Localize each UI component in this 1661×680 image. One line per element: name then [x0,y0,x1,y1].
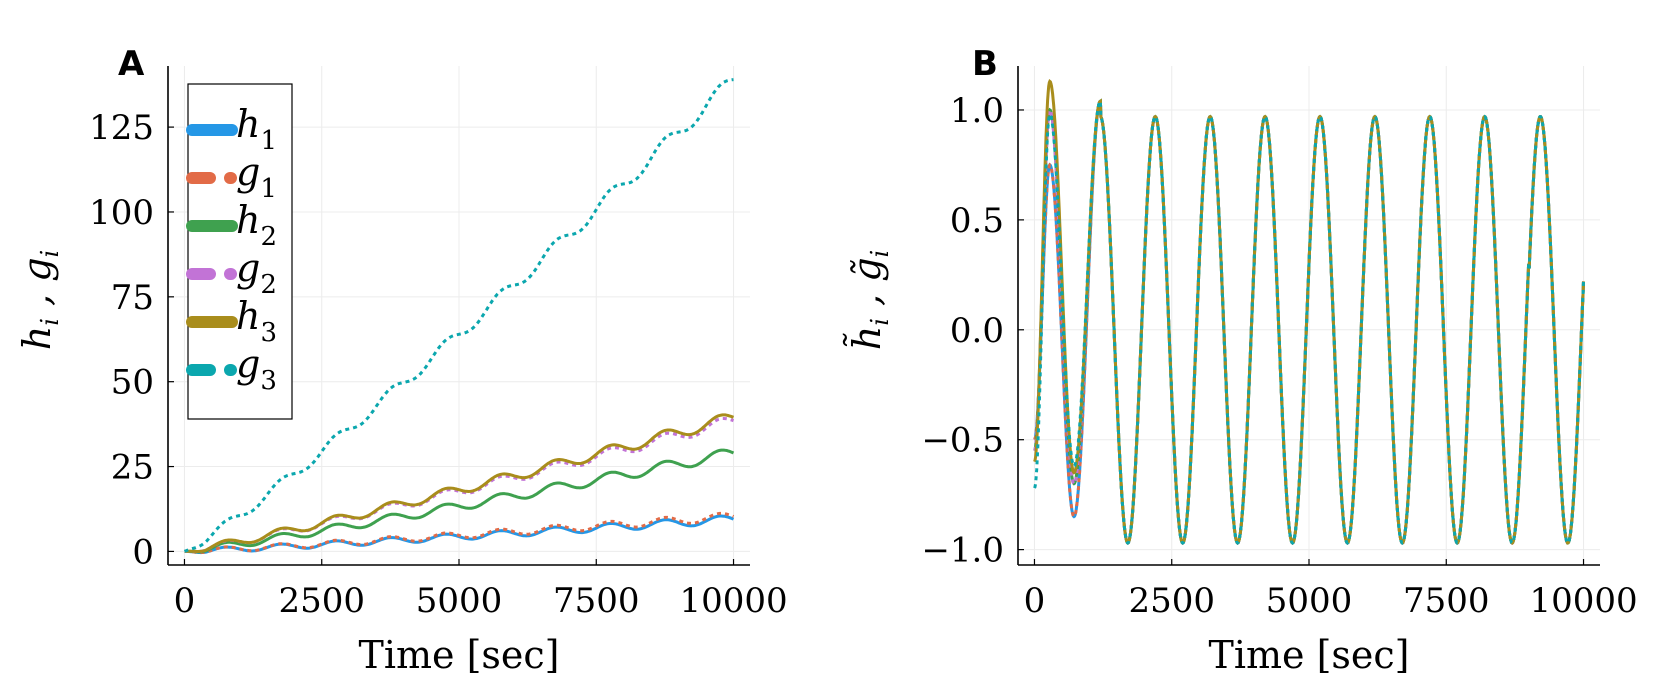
x-tick-label: 2500 [1128,581,1215,621]
x-tick-label: 0 [1024,581,1046,621]
series-line-b-g3 [1033,98,1585,545]
legend-label-main: g [236,246,260,290]
legend-label-main: h [236,102,260,146]
panel-letter-b: B [972,44,998,84]
y-axis-title-b: h̃i , g̃i [844,250,894,350]
grid-b [1018,66,1600,565]
ylab-b-main2: g̃ [845,257,889,281]
series-line-a-g3 [183,78,734,553]
x-tick-label: 10000 [679,581,787,621]
ylab-b-main1: h̃ [844,326,889,350]
series-b [1033,78,1585,545]
y-tick-label: 125 [89,108,154,148]
ylab-b-sub2: i [866,250,894,258]
ylab-b-sub1: i [866,318,894,326]
legend-item-h3: h3 [186,294,277,348]
x-tick-label: 2500 [278,581,365,621]
legend-label: h2 [236,198,277,252]
legend-label-sub: 3 [260,366,277,396]
ylab-a-sep: , [15,282,59,318]
x-tick-label: 7500 [1403,581,1490,621]
legend-label-main: g [236,342,260,386]
legend-label-sub: 1 [260,126,277,156]
ylab-a-main1: h [15,326,59,350]
ylab-b-sep: , [845,282,889,318]
panel-a: A 0 2500 5000 7500 10000 0 25 50 75 100 125 Time [… [15,44,788,677]
y-tick-label: 75 [111,278,154,318]
legend-label-sub: 3 [260,318,277,348]
y-tick-label: −1.0 [921,531,1004,571]
y-tick-label: 1.0 [950,91,1004,131]
legend-item-h2: h2 [186,198,277,252]
y-tick-label: 0.5 [950,201,1004,241]
legend-label-sub: 2 [260,222,277,252]
x-tick-label: 10000 [1529,581,1637,621]
y-tick-label: 25 [111,448,154,488]
ticks-a: 0 2500 5000 7500 10000 0 25 50 75 100 125 [89,108,788,621]
panel-letter-a: A [118,44,145,84]
legend-item-g3: g3 [186,342,277,396]
x-tick-label: 5000 [416,581,503,621]
legend-label-sub: 2 [260,270,277,300]
ticks-b: 0 2500 5000 7500 10000 −1.0 −0.5 0.0 0.5 1.0 [921,91,1637,621]
ylab-a-sub2: i [36,250,64,258]
legend-label: h3 [236,294,277,348]
legend-label-main: h [236,198,260,242]
x-tick-label: 7500 [553,581,640,621]
x-axis-title-b: Time [sec] [1208,633,1409,677]
legend-item-g1: g1 [186,150,277,204]
series-line-a-h2 [184,448,735,554]
legend-label-sub: 1 [260,174,277,204]
series-line-a-g1 [184,511,735,554]
y-tick-label: 100 [89,193,154,233]
legend-box [187,83,293,420]
series-a [183,78,735,555]
y-tick-label: −0.5 [921,421,1004,461]
series-line-a-h3 [184,413,735,553]
legend-label: h1 [236,102,277,156]
ylab-a-sub1: i [36,318,64,326]
ylab-a-main2: g [15,257,59,281]
legend-label: g3 [236,342,277,396]
x-tick-label: 0 [174,581,196,621]
y-tick-label: 0.0 [950,311,1004,351]
x-axis-title-a: Time [sec] [358,633,559,677]
x-tick-label: 5000 [1266,581,1353,621]
legend-label: g2 [236,246,277,300]
y-tick-label: 0 [132,532,154,572]
y-tick-label: 50 [111,363,154,403]
legend-label-main: g [236,150,260,194]
legend-item-g2: g2 [186,246,277,300]
panel-b: B 0 2500 5000 7500 10000 −1.0 −0.5 0.0 0.5 1.0 Ti… [844,44,1638,677]
y-axis-title-a: hi , gi [15,250,64,350]
legend-label-main: h [236,294,260,338]
legend-item-h1: h1 [186,102,277,156]
legend-label: g1 [236,150,277,204]
